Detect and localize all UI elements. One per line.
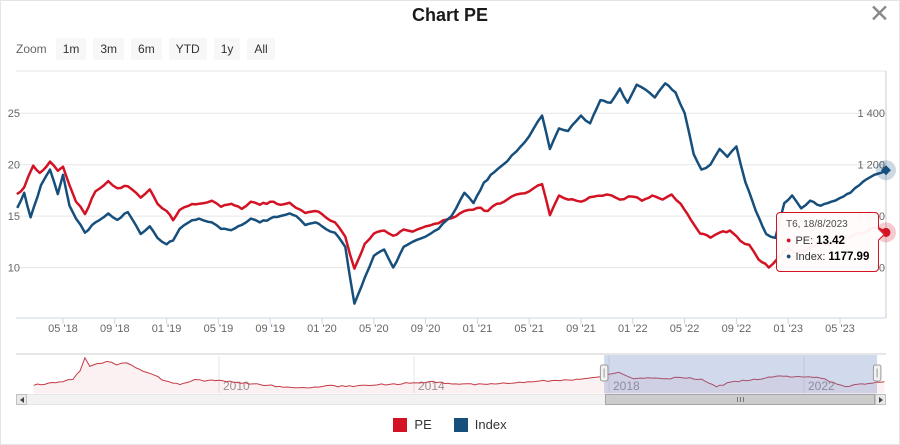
right-axis-tick-label: 1 400 — [857, 108, 885, 120]
legend-index-label: Index — [474, 417, 507, 432]
zoom-button-3m[interactable]: 3m — [93, 38, 125, 60]
x-axis-tick-label: 05 '23 — [825, 323, 855, 335]
tooltip-pe-value: 13.42 — [816, 235, 845, 247]
x-axis-tick-label: 01 '21 — [463, 323, 493, 335]
pe-swatch-icon — [393, 417, 408, 432]
x-axis-tick-label: 05 '21 — [514, 323, 544, 335]
chart-tooltip: T6, 18/8/2023 ● PE: 13.42 ● Index: 1177.99 — [776, 212, 886, 272]
tooltip-date: T6, 18/8/2023 — [786, 219, 848, 230]
right-axis-tick-label: 1 200 — [857, 160, 885, 172]
navigator-series-line — [33, 356, 885, 389]
pe-series-line[interactable] — [16, 160, 888, 270]
navigator-handle-right[interactable] — [872, 364, 882, 382]
scrollbar-left-arrow-button[interactable] — [16, 394, 27, 405]
navigator-handle-left[interactable] — [599, 364, 609, 382]
zoom-button-6m[interactable]: 6m — [131, 38, 162, 60]
navigator-year-label: 2010 — [223, 379, 250, 393]
left-axis-tick-label: 20 — [8, 160, 20, 172]
tooltip-row-pe: ● PE: 13.42 — [786, 233, 869, 249]
x-axis-tick-label: 01 '20 — [307, 323, 337, 335]
navigator-year-label: 2018 — [613, 379, 640, 393]
left-axis-tick-label: 15 — [8, 211, 20, 223]
range-selector: Zoom 1m 3m 6m YTD 1y All — [16, 38, 275, 60]
x-axis-tick-label: 01 '19 — [152, 323, 182, 335]
right-triangle-icon — [878, 396, 883, 403]
navigator-area-fill — [33, 357, 885, 394]
left-axis-tick-label: 25 — [8, 108, 20, 120]
x-axis-tick-label: 01 '23 — [773, 323, 803, 335]
close-icon[interactable]: ✕ — [869, 0, 890, 28]
x-axis-tick-label: 05 '20 — [359, 323, 389, 335]
tooltip-index-label: Index: — [795, 251, 826, 263]
index-swatch-icon — [453, 417, 468, 432]
legend-pe-label: PE — [414, 417, 432, 432]
left-triangle-icon — [19, 396, 24, 403]
left-axis-tick-label: 10 — [8, 263, 20, 275]
zoom-button-all[interactable]: All — [247, 38, 275, 60]
x-axis-tick-label: 01 '22 — [618, 323, 648, 335]
zoom-button-1m[interactable]: 1m — [55, 38, 87, 60]
index-series-line[interactable] — [16, 82, 888, 305]
x-axis: 05 '18 09 '18 01 '19 05 '19 09 '19 01 '20 05 '… — [16, 317, 886, 335]
legend-item-index[interactable]: Index — [453, 417, 507, 432]
x-axis-tick-label: 09 '18 — [100, 323, 130, 335]
scrollbar-right-arrow-button[interactable] — [875, 394, 886, 405]
main-grid — [16, 70, 886, 269]
tooltip-index-value: 1177.99 — [828, 251, 870, 263]
x-axis-tick-label: 09 '19 — [255, 323, 285, 335]
zoom-label: Zoom — [16, 42, 47, 56]
pe-bullet-icon: ● — [786, 235, 792, 245]
x-axis-tick-label: 09 '21 — [566, 323, 596, 335]
x-axis-tick-label: 09 '22 — [722, 323, 752, 335]
x-axis-tick-label: 05 '18 — [48, 323, 78, 335]
navigator-scrollbar-thumb[interactable] — [605, 394, 875, 405]
y-axis-left-labels: 10 15 20 25 — [8, 108, 20, 274]
navigator-selected-mask[interactable] — [604, 355, 878, 394]
page-title: Chart PE — [411, 5, 489, 25]
x-axis-tick-label: 09 '20 — [411, 323, 441, 335]
legend-item-pe[interactable]: PE — [393, 417, 432, 432]
tooltip-row-index: ● Index: 1177.99 — [786, 249, 869, 265]
x-axis-tick-label: 05 '19 — [204, 323, 234, 335]
chart-legend: PE Index — [1, 417, 899, 432]
navigator: 2010201420182022 — [16, 353, 886, 394]
x-axis-tick-label: 05 '22 — [670, 323, 700, 335]
index-bullet-icon: ● — [786, 251, 792, 261]
zoom-button-1y[interactable]: 1y — [213, 38, 241, 60]
zoom-button-ytd[interactable]: YTD — [168, 38, 207, 60]
index-point-marker — [880, 165, 891, 176]
tooltip-pe-label: PE: — [795, 235, 814, 247]
navigator-year-label: 2022 — [808, 379, 835, 393]
